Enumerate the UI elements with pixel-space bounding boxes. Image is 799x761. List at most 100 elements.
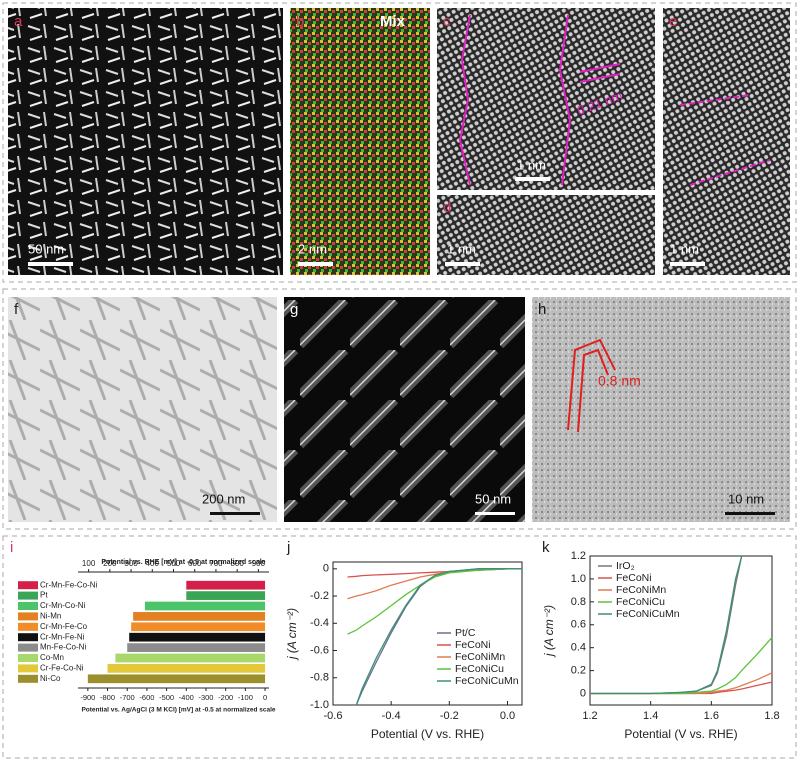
x-tick-label: -200	[218, 693, 233, 702]
axis-label: j (A cm⁻²)	[542, 605, 556, 658]
swatch	[18, 581, 38, 590]
y-tick-label: 0	[323, 563, 329, 575]
x-tick-label: 1.8	[764, 710, 779, 722]
line	[590, 636, 773, 695]
x-tick-label: -600	[139, 693, 154, 702]
category-label: Cr-Mn-Fe-Co	[40, 622, 88, 631]
lattice-mark	[577, 348, 609, 433]
line	[347, 568, 522, 635]
panel-letter: k	[542, 539, 550, 556]
scale-label: 50 nm	[28, 241, 64, 256]
category-label: Cr-Fe-Co-Ni	[40, 664, 84, 673]
legend-label: FeCoNi	[455, 639, 491, 651]
micrograph	[437, 195, 655, 275]
swatch	[18, 643, 38, 652]
boundary	[558, 14, 572, 186]
axis-label: Potential (V vs. RHE)	[624, 727, 737, 741]
scale-bar	[725, 512, 775, 515]
scale-bar	[670, 262, 705, 266]
line	[355, 568, 522, 706]
axis-label: j (A cm⁻²)	[285, 608, 299, 661]
y-tick-label: 0.8	[571, 596, 586, 608]
bar	[87, 674, 266, 684]
scale-bar	[445, 262, 480, 266]
category-label: Cr-Mn-Fe-Co-Ni	[40, 580, 98, 589]
category-label: Cr-Mn-Fe-Ni	[40, 632, 85, 641]
swatch	[18, 674, 38, 683]
lattice-mark	[567, 338, 616, 431]
micrograph	[437, 8, 655, 190]
x-tick-label: -0.2	[440, 710, 459, 722]
x2-tick-label: 800	[230, 559, 244, 568]
micrograph	[290, 8, 430, 275]
scale-label: 1 nm	[447, 241, 476, 256]
micrograph	[663, 8, 790, 275]
annotation: Mix	[380, 13, 406, 30]
boundary	[458, 14, 471, 186]
legend-label: FeCoNiCu	[616, 596, 665, 608]
y-tick-label: -0.8	[310, 672, 329, 684]
line	[590, 555, 743, 695]
scale-bar	[28, 262, 73, 266]
scale-label: 1 nm	[670, 241, 699, 256]
x-tick-label: -300	[198, 693, 213, 702]
category-label: Cr-Mn-Co-Ni	[40, 601, 86, 610]
panel-letter: c	[443, 13, 451, 30]
x-tick-label: -0.6	[324, 710, 343, 722]
line	[590, 672, 773, 695]
panel-letter: i	[10, 539, 13, 556]
x2-tick-label: 700	[209, 559, 223, 568]
scale-label: 200 nm	[202, 491, 245, 506]
line	[590, 555, 743, 695]
swatch	[18, 602, 38, 610]
bar	[131, 622, 266, 632]
plot-frame	[332, 561, 523, 706]
y-tick-label: -1.0	[310, 699, 329, 711]
panel-letter: j	[286, 539, 290, 556]
panel-letter: e	[669, 13, 677, 30]
panel-letter: d	[443, 199, 451, 216]
category-label: Mn-Fe-Co-Ni	[40, 643, 86, 652]
legend-label: IrO₂	[616, 560, 635, 572]
y-tick-label: -0.2	[310, 590, 329, 602]
axis-label: Potential (V vs. RHE)	[371, 727, 484, 741]
boundary	[679, 94, 771, 186]
x2-tick-label: 500	[167, 559, 181, 568]
y-tick-label: 0.6	[571, 619, 586, 631]
axis-label: Potential vs. RHE [mV] at -0.5 at normal…	[101, 559, 265, 566]
scale-label: 1 nm	[517, 157, 546, 172]
scale-label: 2 nm	[298, 241, 327, 256]
swatch	[18, 612, 38, 621]
x-tick-label: 1.2	[582, 710, 597, 722]
x-tick-label: -700	[120, 693, 135, 702]
x-tick-label: -400	[179, 693, 194, 702]
panel-letter: f	[14, 301, 19, 318]
micrograph	[8, 8, 283, 275]
scale-bar	[210, 512, 260, 515]
swatch	[18, 664, 38, 673]
category-label: Pt	[40, 591, 48, 600]
bar	[129, 632, 266, 642]
legend-label: FeCoNiCuMn	[616, 608, 680, 620]
x2-tick-label: 100	[82, 559, 96, 568]
micrograph	[284, 297, 525, 522]
y-tick-label: 0.2	[571, 665, 586, 677]
bar	[186, 591, 266, 600]
micrograph	[8, 297, 277, 522]
y-tick-label: -0.6	[310, 644, 329, 656]
y-tick-label: -0.4	[310, 617, 329, 629]
category-label: Ni-Co	[40, 674, 61, 683]
legend-label: FeCoNi	[616, 572, 652, 584]
y-tick-label: 0.4	[571, 642, 586, 654]
micrograph	[532, 297, 790, 522]
y-tick-label: 1.2	[571, 550, 586, 562]
bar	[133, 612, 266, 621]
panel-letter: h	[538, 301, 546, 318]
x-tick-label: 1.4	[643, 710, 658, 722]
x2-tick-label: 300	[124, 559, 138, 568]
legend-label: FeCoNiCuMn	[455, 675, 519, 687]
legend-label: FeCoNiMn	[616, 584, 666, 596]
category-label: Ni-Mn	[40, 612, 61, 621]
bar	[127, 643, 266, 652]
